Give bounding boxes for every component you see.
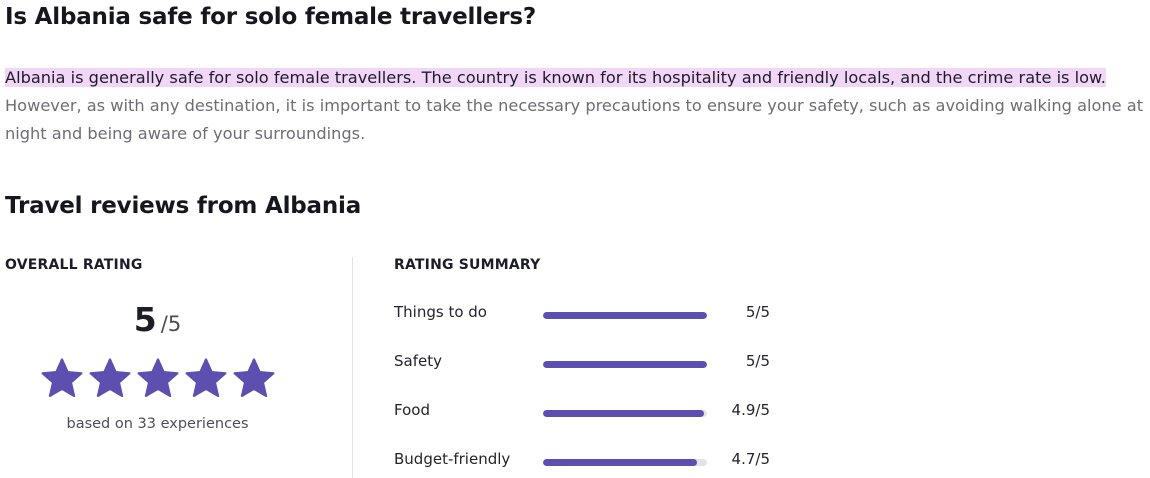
rating-row-value: 5/5 [745,303,770,321]
faq-question-heading: Is Albania safe for solo female travelle… [5,4,537,30]
overall-rating-panel: OVERALL RATING 5/5 based on 33 experienc… [5,250,310,478]
star-icon [89,358,130,398]
answer-remaining-text: However, as with any destination, it is … [5,96,1144,143]
star-icon [233,358,274,398]
rating-row-things-to-do: Things to do 5/5 [394,303,774,323]
rating-row-value: 5/5 [745,352,770,370]
rating-row-label: Budget-friendly [394,450,511,468]
overall-score: 5/5 [5,300,310,339]
panel-divider [352,257,353,478]
rating-bar-track [543,459,707,466]
experience-count: based on 33 experiences [66,416,249,432]
rating-row-label: Food [394,401,430,419]
rating-bar-track [543,312,707,319]
rating-bar-fill [543,459,698,466]
rating-row-value: 4.7/5 [731,450,770,468]
rating-row-food: Food 4.9/5 [394,401,774,421]
rating-row-label: Things to do [394,303,487,321]
star-icon [41,358,82,398]
rating-row-budget-friendly: Budget-friendly 4.7/5 [394,450,774,470]
rating-bar-track [543,361,707,368]
star-rating [5,358,310,404]
rating-row-value: 4.9/5 [731,401,770,419]
faq-answer: Albania is generally safe for solo femal… [5,64,1150,148]
rating-summary-label: RATING SUMMARY [394,257,541,273]
rating-bar-track [543,410,707,417]
rating-bar-fill [543,410,704,417]
score-max: /5 [160,312,182,336]
score-value: 5 [133,300,157,339]
rating-bar-fill [543,361,707,368]
overall-rating-label: OVERALL RATING [5,257,143,273]
rating-row-safety: Safety 5/5 [394,352,774,372]
rating-bar-fill [543,312,707,319]
star-icon [137,358,178,398]
rating-summary-panel: RATING SUMMARY Things to do 5/5 Safety 5… [394,250,794,478]
star-icon [185,358,226,398]
rating-row-label: Safety [394,352,442,370]
reviews-heading: Travel reviews from Albania [5,193,362,219]
answer-highlighted-text: Albania is generally safe for solo femal… [5,68,1106,87]
